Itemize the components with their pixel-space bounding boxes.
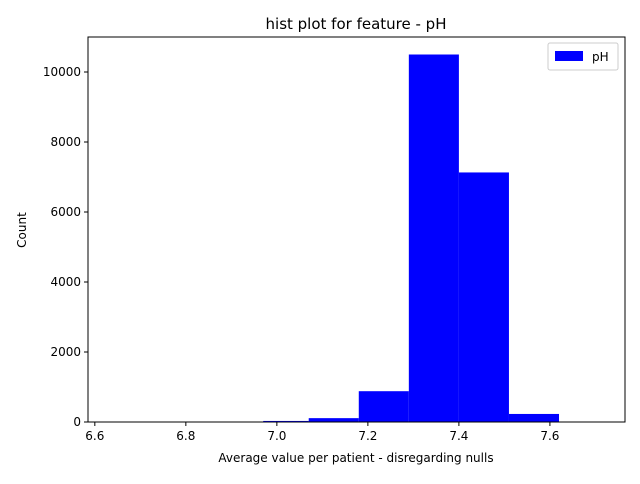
x-tick-label: 7.4 (449, 429, 468, 443)
x-axis: 6.6 6.8 7.0 7.2 7.4 7.6 (85, 422, 559, 443)
plot-frame (88, 37, 625, 422)
histogram-bar-6 (409, 55, 459, 423)
histogram-bar-8 (509, 414, 559, 422)
y-axis-label: Count (15, 212, 29, 248)
y-tick-label: 0 (73, 415, 81, 429)
x-tick-label: 7.2 (358, 429, 377, 443)
y-axis: 0 2000 4000 6000 8000 10000 (43, 65, 88, 429)
y-tick-label: 4000 (50, 275, 81, 289)
bars-group (113, 55, 609, 423)
histogram-bar-7 (459, 172, 509, 422)
y-tick-label: 10000 (43, 65, 81, 79)
histogram-bar-5 (359, 391, 409, 422)
y-tick-label: 8000 (50, 135, 81, 149)
legend-label-ph: pH (592, 50, 609, 64)
legend-swatch-ph (555, 51, 583, 61)
x-tick-label: 6.8 (176, 429, 195, 443)
x-tick-label: 6.6 (85, 429, 104, 443)
histogram-bar-4 (309, 418, 359, 422)
y-tick-label: 2000 (50, 345, 81, 359)
x-axis-label: Average value per patient - disregarding… (218, 451, 493, 465)
y-tick-label: 6000 (50, 205, 81, 219)
x-tick-label: 7.6 (540, 429, 559, 443)
legend: pH (548, 43, 618, 70)
x-tick-label: 7.0 (267, 429, 286, 443)
chart-title: hist plot for feature - pH (266, 15, 447, 33)
